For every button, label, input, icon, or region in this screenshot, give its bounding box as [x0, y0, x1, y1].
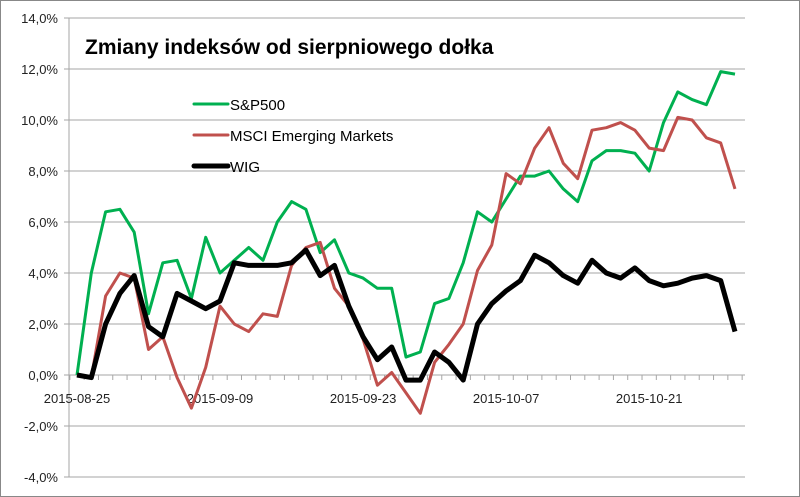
y-tick-label: 6,0% — [28, 215, 58, 230]
legend-label: MSCI Emerging Markets — [230, 128, 393, 145]
x-tick-label: 2015-10-07 — [473, 391, 540, 406]
y-tick-label: 8,0% — [28, 164, 58, 179]
x-axis: 2015-08-25 2015-09-09 2015-09-23 2015-10-07… — [44, 375, 743, 406]
x-tick-label: 2015-10-21 — [616, 391, 683, 406]
chart-title: Zmiany indeksów od sierpniowego dołka — [85, 36, 494, 59]
y-tick-label: 14,0% — [21, 11, 58, 26]
series-line-wig — [76, 247, 738, 383]
x-tick-label: 2015-09-23 — [330, 391, 397, 406]
x-tick-label: 2015-09-09 — [187, 391, 254, 406]
y-axis: -4,0% -2,0% 0,0% 2,0% 4,0% 6,0% 8,0% 10,0% 12,0%… — [21, 11, 58, 485]
legend: S&P500 MSCI Emerging Markets WIG — [191, 97, 393, 176]
y-tick-label: 2,0% — [28, 317, 58, 332]
y-tick-label: 12,0% — [21, 62, 58, 77]
y-tick-label: -4,0% — [24, 470, 58, 485]
y-tick-label: 10,0% — [21, 113, 58, 128]
series-line-msci-emerging-markets — [76, 115, 737, 415]
series-line-s-p500 — [75, 70, 736, 376]
y-tick-label: 0,0% — [28, 368, 58, 383]
y-tick-label: -2,0% — [24, 419, 58, 434]
y-tick-label: 4,0% — [28, 266, 58, 281]
legend-label: S&P500 — [230, 97, 285, 114]
legend-label: WIG — [230, 159, 260, 176]
series-lines — [75, 70, 738, 415]
x-tick-label: 2015-08-25 — [44, 391, 111, 406]
